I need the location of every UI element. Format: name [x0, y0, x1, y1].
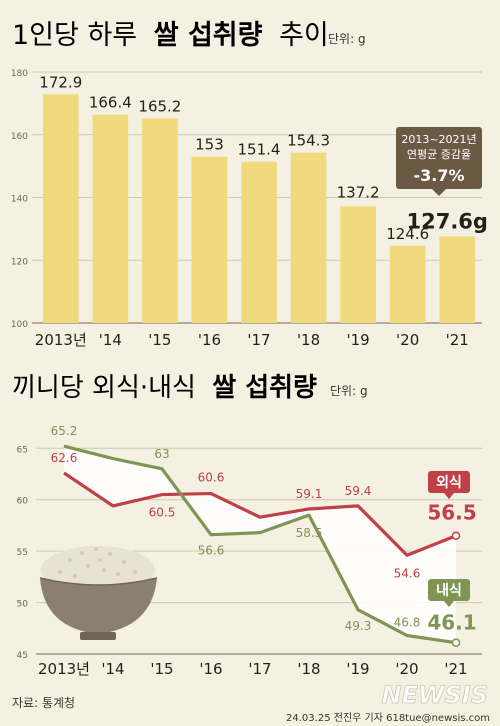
chart1-unit: 단위: g [328, 32, 366, 46]
source-note: 자료: 통계청 [12, 696, 75, 710]
bar-y-tick-label: 100 [11, 320, 28, 330]
line-value-label: 59.1 [296, 487, 323, 501]
bar-x-tick-label: '19 [347, 331, 370, 349]
line-x-tick-label: 2013년 [38, 660, 90, 678]
bar-chart-bars [42, 94, 476, 324]
bar-5 [290, 152, 327, 323]
line-series-0 [63, 471, 457, 557]
chart1-title: 1인당 하루 쌀 섭취량 추이 [12, 20, 329, 51]
bar-value-label-5: 154.3 [287, 132, 330, 150]
bar-7 [389, 245, 426, 323]
legend-home-tag [428, 579, 470, 601]
bar-y-tick-label: 160 [11, 132, 28, 142]
line-value-label: 65.2 [51, 424, 78, 438]
bar-x-tick-label: '20 [396, 331, 419, 349]
line-value-label: 60.6 [198, 471, 225, 485]
legend-outside-label: 외식 [436, 474, 462, 491]
bar-x-tick-label: '15 [148, 331, 171, 349]
bar-3 [191, 156, 228, 323]
bar-value-label-4: 151.4 [238, 141, 281, 159]
line-value-label: 62.6 [51, 451, 78, 465]
line-end-marker-1 [451, 638, 461, 647]
legend-home-eating: 내식 [428, 579, 470, 607]
chart2-title: 끼니당 외식·내식 쌀 섭취량 [12, 373, 317, 403]
line-value-label: 60.5 [149, 506, 176, 520]
bar-x-tick-label: '17 [247, 331, 270, 349]
line-value-label: 56.6 [198, 544, 225, 558]
credit-line: 24.03.25 전진우 기자 618tue@newsis.com [286, 712, 490, 724]
line-x-tick-label: '18 [297, 660, 320, 678]
line-chart-series [63, 444, 461, 647]
bar-4 [241, 161, 277, 323]
bar-y-tick-label: 180 [11, 69, 28, 79]
annotation-value: -3.7% [413, 166, 464, 185]
annotation-line2: 연평균 증감율 [407, 148, 471, 161]
line-value-label: 46.8 [394, 615, 421, 629]
line-x-tick-label: '14 [101, 660, 124, 678]
bar-x-tick-label: '21 [446, 331, 469, 349]
line-chart-x-ticks: 2013년 '14 '15 '16 '17 '18 '19 '20 '21 [38, 660, 468, 678]
line-y-tick-label: 50 [17, 600, 29, 610]
line-value-label: 54.6 [394, 566, 421, 580]
bar-value-label-7: 124.6 [386, 225, 429, 243]
line-x-tick-label: '17 [248, 660, 271, 678]
bar-chart-value-labels: 172.9 166.4 165.2 153 151.4 154.3 137.2 124.612… [39, 73, 488, 243]
bar-1 [92, 114, 129, 323]
bar-chart-x-ticks: 2013년 '14 '15 '16 '17 '18 '19 '20 '21 [35, 331, 469, 349]
line-end-marker-0 [451, 531, 461, 540]
bar-value-label-3: 153 [195, 136, 224, 154]
bar-value-label-2: 165.2 [138, 97, 181, 115]
line-y-tick-label: 65 [17, 445, 28, 455]
line-series-1 [63, 444, 457, 645]
line-value-label: 58.5 [296, 526, 323, 540]
line-y-tick-label: 55 [17, 548, 28, 558]
line-y-tick-label: 60 [17, 497, 29, 507]
annotation-pointer [432, 189, 446, 196]
bar-2 [142, 118, 178, 323]
bar-x-tick-label: 2013년 [35, 331, 87, 349]
bar-value-label-1: 166.4 [89, 94, 132, 112]
bar-x-tick-label: '14 [99, 331, 122, 349]
bar-y-tick-label: 140 [11, 195, 28, 205]
line-value-label: 46.1 [427, 611, 476, 635]
bar-8 [439, 236, 476, 323]
annotation-line1: 2013~2021년 [401, 133, 476, 146]
bar-value-label-0: 172.9 [39, 73, 82, 91]
newsis-watermark: NEWSIS [382, 681, 488, 709]
cagr-annotation: 2013~2021년 연평균 증감율 -3.7% [396, 127, 482, 196]
bar-y-tick-label: 120 [11, 257, 28, 267]
line-x-tick-label: '20 [395, 660, 418, 678]
line-chart-value-labels: 62.6 60.5 60.6 59.1 59.4 54.6 56.5 65.2 63 56.6 58… [51, 424, 477, 634]
line-x-tick-label: '16 [199, 660, 222, 678]
line-x-tick-label: '21 [444, 660, 467, 678]
bar-x-tick-label: '16 [198, 331, 221, 349]
bar-value-label-6: 137.2 [337, 183, 380, 201]
line-y-tick-label: 45 [17, 651, 28, 661]
line-value-label: 56.5 [427, 501, 476, 525]
bar-0 [42, 94, 79, 324]
line-value-label: 63 [154, 447, 169, 461]
annotation-box [396, 127, 482, 189]
legend-outside-tag [428, 471, 470, 493]
line-value-label: 49.3 [345, 619, 372, 633]
bar-x-tick-label: '18 [297, 331, 320, 349]
bar-value-label-8: 127.6g [406, 209, 487, 233]
line-x-tick-label: '15 [150, 660, 173, 678]
line-value-label: 59.4 [345, 484, 372, 498]
legend-outside-eating: 외식 [428, 471, 470, 499]
rice-bowl-icon [39, 546, 158, 640]
line-x-tick-label: '19 [346, 660, 369, 678]
series-gap-fill [64, 446, 456, 643]
chart2-unit: 단위: g [330, 384, 368, 398]
bar-6 [340, 206, 376, 323]
legend-home-label: 내식 [436, 583, 462, 599]
